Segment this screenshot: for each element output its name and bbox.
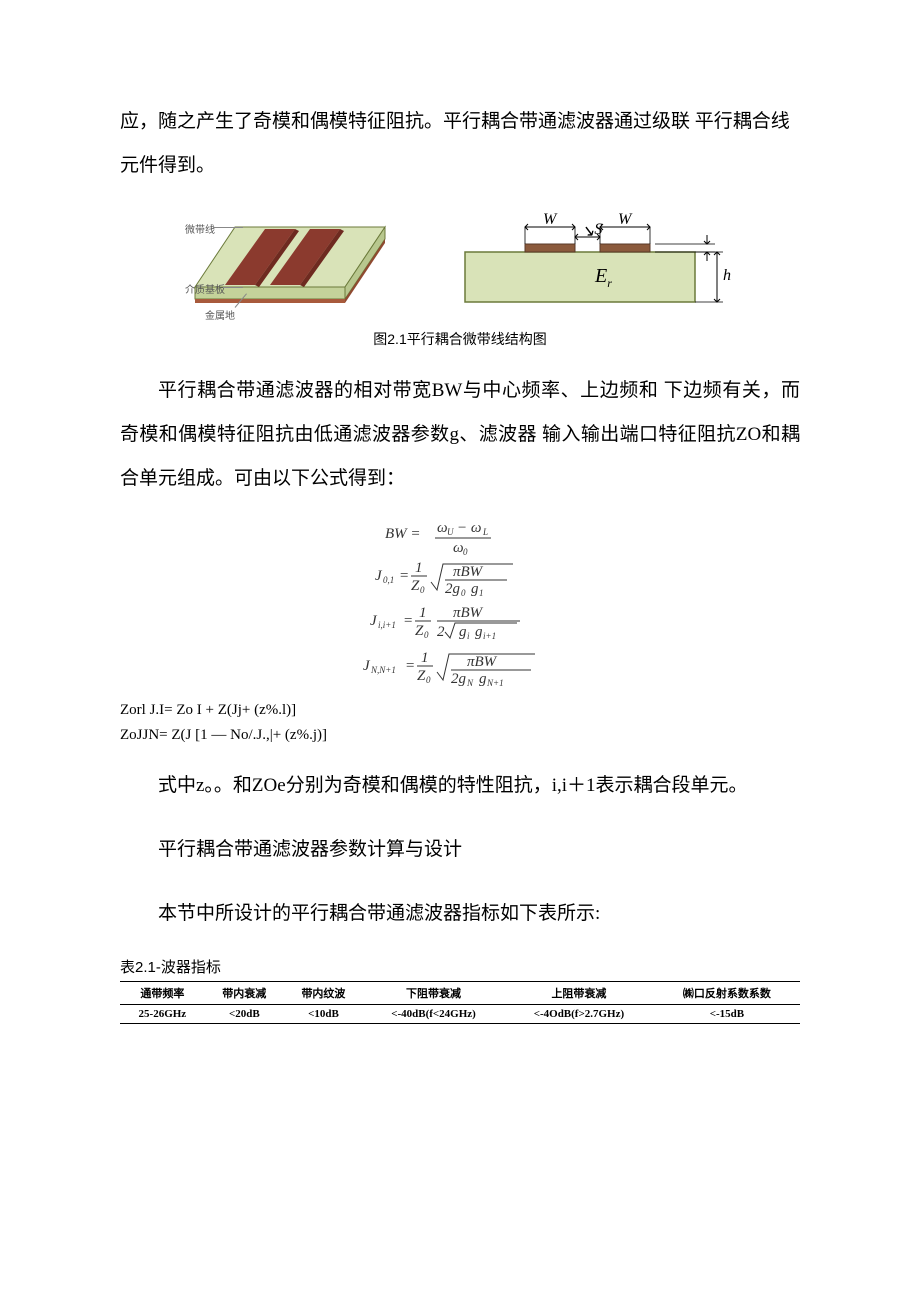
figure-right: W ↘S W Er h [455, 207, 735, 327]
svg-text:Z: Z [411, 578, 420, 594]
svg-text:J: J [370, 613, 378, 629]
col-passband: 通带频率 [120, 981, 205, 1004]
svg-text:g: g [475, 624, 483, 640]
col-upper-stop: 上阻带衰减 [504, 981, 654, 1004]
label-h: h [723, 267, 731, 285]
cell: <-4OdB(f>2.7GHz) [504, 1004, 654, 1023]
legend-bot: 金属地 [205, 307, 235, 322]
label-W-left: W [543, 211, 556, 229]
svg-text:0: 0 [424, 630, 429, 640]
table-caption: 表2.1-波器指标 [120, 956, 800, 977]
svg-text:− ω: − ω [457, 520, 481, 536]
svg-text:=: = [403, 613, 413, 629]
svg-text:2g: 2g [451, 671, 467, 687]
svg-text:Z: Z [415, 623, 424, 639]
svg-text:g: g [479, 671, 487, 687]
paragraph-table-intro: 本节中所设计的平行耦合带通滤波器指标如下表所示: [120, 892, 800, 936]
svg-text:0: 0 [426, 675, 431, 685]
svg-text:πBW: πBW [467, 654, 498, 670]
legend-mid: 介质基板 [185, 281, 225, 296]
legend-top: 微带线 [185, 221, 215, 236]
svg-text:ω: ω [453, 540, 464, 556]
label-Er: Er [595, 265, 612, 291]
paragraph-bw: 平行耦合带通滤波器的相对带宽BW与中心频率、上边频和 下边频有关，而奇模和偶模特… [120, 369, 800, 500]
svg-text:L: L [482, 527, 488, 537]
figure-row: 微带线 介质基板 金属地 [120, 207, 800, 327]
svg-text:0: 0 [420, 585, 425, 595]
svg-text:1: 1 [419, 605, 427, 621]
svg-text:N: N [466, 678, 474, 688]
svg-text:1: 1 [479, 588, 484, 598]
cell: <-40dB(f<24GHz) [363, 1004, 504, 1023]
svg-text:g: g [459, 624, 467, 640]
svg-text:Z: Z [417, 668, 426, 684]
svg-text:0: 0 [461, 588, 466, 598]
svg-text:BW =: BW = [385, 526, 421, 542]
svg-text:0: 0 [463, 547, 468, 557]
cell: <10dB [284, 1004, 363, 1023]
col-inband-atten: 带内衰减 [205, 981, 284, 1004]
cell: <-15dB [654, 1004, 800, 1023]
paragraph-explain: 式中z。。和ZOe分别为奇模和偶模的特性阻抗，i,i＋1表示耦合段单元。 [120, 764, 800, 808]
svg-text:i: i [467, 631, 470, 641]
svg-text:1: 1 [421, 650, 429, 666]
svg-text:g: g [471, 581, 479, 597]
cell: <20dB [205, 1004, 284, 1023]
cell: 25-26GHz [120, 1004, 205, 1023]
equation-text-1: Zorl J.I= Zo I + Z(Jj+ (z%.l)] [120, 700, 800, 721]
svg-text:U: U [447, 527, 454, 537]
spec-table: 通带频率 带内衰减 带内纹波 下阻带衰减 上阻带衰减 ㈱口反射系数系数 25-2… [120, 981, 800, 1024]
svg-text:πBW: πBW [453, 564, 484, 580]
col-lower-stop: 下阻带衰减 [363, 981, 504, 1004]
svg-text:2g: 2g [445, 581, 461, 597]
col-ripple: 带内纹波 [284, 981, 363, 1004]
equations-svg: BW = ωU − ωL ω0 J0,1 = 1 Z0 πBW 2g0 g1 J… [345, 520, 575, 690]
svg-text:J: J [375, 568, 383, 584]
svg-text:J: J [363, 658, 371, 674]
table-header-row: 通带频率 带内衰减 带内纹波 下阻带衰减 上阻带衰减 ㈱口反射系数系数 [120, 981, 800, 1004]
svg-text:ω: ω [437, 520, 448, 536]
svg-text:N,N+1: N,N+1 [370, 665, 396, 675]
svg-text:i,i+1: i,i+1 [378, 620, 396, 630]
svg-text:i+1: i+1 [483, 631, 496, 641]
figure-caption: 图2.1平行耦合微带线结构图 [120, 329, 800, 349]
table-row: 25-26GHz <20dB <10dB <-40dB(f<24GHz) <-4… [120, 1004, 800, 1023]
label-W-right: W [618, 211, 631, 229]
col-reflection: ㈱口反射系数系数 [654, 981, 800, 1004]
svg-text:=: = [399, 568, 409, 584]
svg-text:πBW: πBW [453, 605, 484, 621]
svg-text:2: 2 [437, 624, 445, 640]
equation-block: BW = ωU − ωL ω0 J0,1 = 1 Z0 πBW 2g0 g1 J… [120, 520, 800, 690]
equation-text-2: ZoJJN= Z(J [1 — No/.J.,|+ (z%.j)] [120, 725, 800, 746]
label-S: ↘S [581, 219, 602, 239]
svg-text:1: 1 [415, 560, 423, 576]
svg-text:=: = [405, 658, 415, 674]
paragraph-section-title: 平行耦合带通滤波器参数计算与设计 [120, 828, 800, 872]
svg-text:0,1: 0,1 [383, 575, 394, 585]
svg-text:N+1: N+1 [486, 678, 504, 688]
figure-left: 微带线 介质基板 金属地 [185, 207, 395, 327]
paragraph-intro: 应，随之产生了奇模和偶模特征阻抗。平行耦合带通滤波器通过级联 平行耦合线元件得到… [120, 100, 800, 187]
